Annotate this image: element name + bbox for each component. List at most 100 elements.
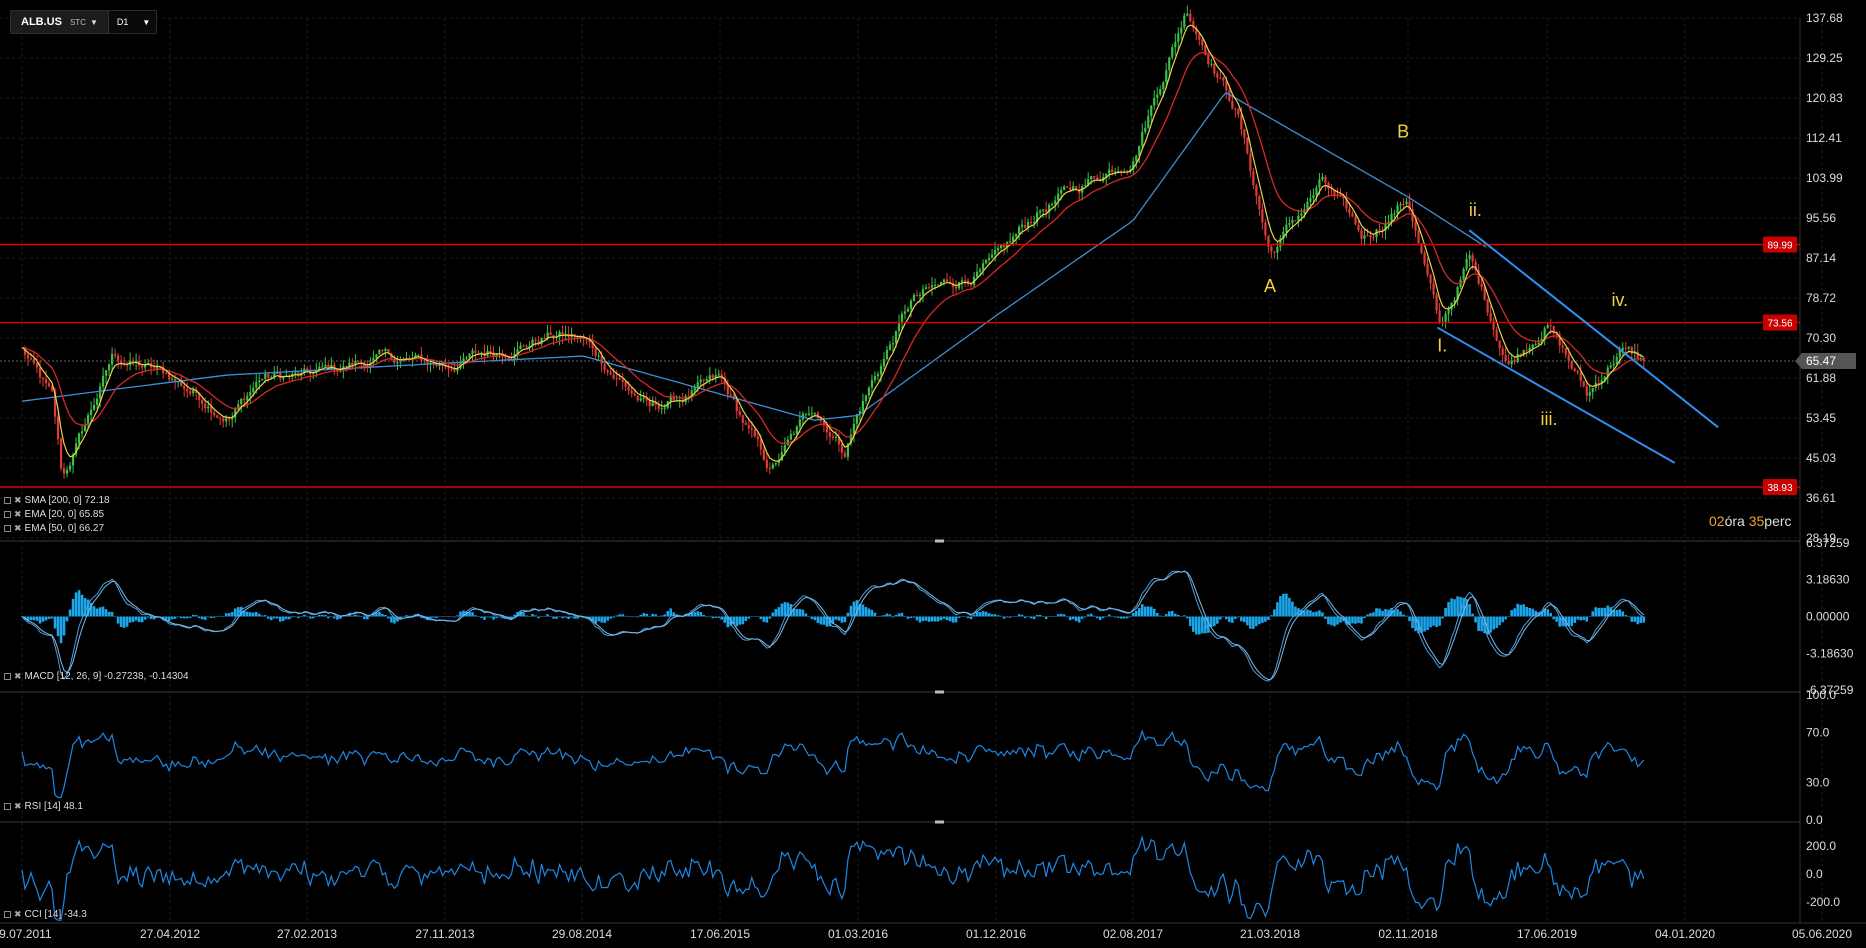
- macd-bar: [260, 615, 264, 617]
- candle-body: [456, 368, 459, 372]
- candle: [444, 358, 447, 370]
- candle: [1234, 107, 1237, 118]
- macd-bar: [1354, 616, 1357, 624]
- candle: [74, 437, 78, 458]
- candle: [336, 368, 339, 377]
- candle: [438, 360, 441, 371]
- candle: [1570, 360, 1573, 371]
- macd-bar: [642, 612, 645, 617]
- level-label: 38.93: [1767, 483, 1792, 494]
- candle: [1390, 207, 1393, 227]
- candle: [951, 278, 955, 295]
- indicator-label-sma[interactable]: ✖ SMA [200, 0] 72.18: [4, 495, 110, 506]
- close-icon[interactable]: ✖: [14, 909, 22, 919]
- close-icon[interactable]: ✖: [14, 801, 22, 811]
- candle: [777, 453, 780, 467]
- macd-bar: [1137, 607, 1141, 617]
- candle: [1252, 167, 1255, 189]
- trendline: [1436, 326, 1676, 464]
- candle-body: [207, 406, 210, 409]
- candle-body: [441, 364, 444, 367]
- macd-bar: [309, 616, 312, 619]
- candle: [1612, 355, 1615, 371]
- candle: [1468, 250, 1471, 268]
- macd-bar: [1411, 616, 1414, 629]
- macd-bar: [227, 613, 231, 617]
- candle-body: [1315, 187, 1318, 196]
- candle-body: [750, 428, 753, 430]
- macd-bar: [251, 612, 255, 617]
- candle: [1417, 228, 1420, 244]
- close-icon[interactable]: ✖: [14, 523, 22, 533]
- candle-body: [1603, 376, 1606, 381]
- macd-bar: [456, 615, 459, 617]
- macd-bar: [1179, 616, 1183, 617]
- macd-bar: [837, 616, 841, 621]
- candle-body: [771, 464, 774, 469]
- macd-bar: [942, 616, 946, 619]
- candle: [1573, 367, 1576, 372]
- settings-icon[interactable]: [4, 511, 11, 518]
- macd-bar: [95, 608, 99, 617]
- candle: [393, 354, 396, 367]
- macd-bar: [179, 616, 183, 619]
- settings-icon[interactable]: [4, 803, 11, 810]
- macd-bar: [723, 616, 727, 623]
- indicator-label-ema20[interactable]: ✖ EMA [20, 0] 65.85: [4, 509, 104, 520]
- candle-body: [318, 366, 321, 371]
- settings-icon[interactable]: [4, 673, 11, 680]
- macd-bar: [254, 612, 258, 617]
- candle-body: [1219, 77, 1222, 79]
- candle: [324, 357, 327, 368]
- macd-bar: [390, 616, 393, 623]
- indicator-label-ema50[interactable]: ✖ EMA [50, 0] 66.27: [4, 523, 104, 534]
- candle-body: [1612, 363, 1615, 366]
- symbol-selector[interactable]: ALB.US: [21, 16, 62, 28]
- settings-icon[interactable]: [4, 497, 11, 504]
- candle: [1372, 234, 1375, 241]
- candle: [378, 349, 381, 355]
- settings-icon[interactable]: [4, 525, 11, 532]
- macd-bar: [1372, 612, 1375, 617]
- candle-body: [270, 377, 273, 379]
- macd-bar: [1558, 616, 1562, 627]
- candle-body: [68, 465, 72, 470]
- timeframe-selector[interactable]: D1 ▼: [107, 11, 157, 33]
- candle: [1285, 217, 1288, 238]
- rsi-tick-label: 100.0: [1806, 688, 1836, 702]
- macd-bar: [1486, 616, 1489, 635]
- close-icon[interactable]: ✖: [14, 495, 22, 505]
- candle-body: [816, 412, 819, 418]
- candle-body: [660, 408, 663, 410]
- macd-bar: [297, 616, 300, 619]
- indicator-label-cci[interactable]: ✖ CCI [14] -34.3: [4, 909, 87, 920]
- candle-body: [153, 367, 156, 369]
- candle-body: [1159, 89, 1162, 95]
- candle-body: [609, 372, 612, 375]
- candle-body: [930, 285, 934, 288]
- indicator-label-rsi[interactable]: ✖ RSI [14] 48.1: [4, 801, 83, 812]
- settings-icon[interactable]: [4, 911, 11, 918]
- candle-body: [1636, 351, 1639, 359]
- macd-bar: [291, 616, 294, 618]
- macd-bar: [990, 614, 994, 617]
- indicator-label-macd[interactable]: ✖ MACD [12, 26, 9] -0.27238, -0.14304: [4, 671, 189, 682]
- candle: [624, 381, 627, 392]
- close-icon[interactable]: ✖: [14, 671, 22, 681]
- macd-bar: [1041, 615, 1045, 617]
- candle-body: [474, 350, 477, 353]
- macd-bar: [858, 603, 862, 617]
- candle: [669, 392, 672, 409]
- candle-body: [1435, 294, 1438, 311]
- macd-bar: [1140, 604, 1144, 617]
- macd-bar: [1450, 598, 1453, 617]
- macd-bar: [1504, 616, 1507, 620]
- candle: [474, 343, 477, 361]
- macd-bar: [552, 616, 555, 619]
- macd-bar: [284, 616, 288, 620]
- symbol-dropdown-icon[interactable]: ▼: [89, 17, 98, 27]
- candle: [80, 424, 84, 438]
- macd-bar: [1294, 606, 1297, 617]
- close-icon[interactable]: ✖: [14, 509, 22, 519]
